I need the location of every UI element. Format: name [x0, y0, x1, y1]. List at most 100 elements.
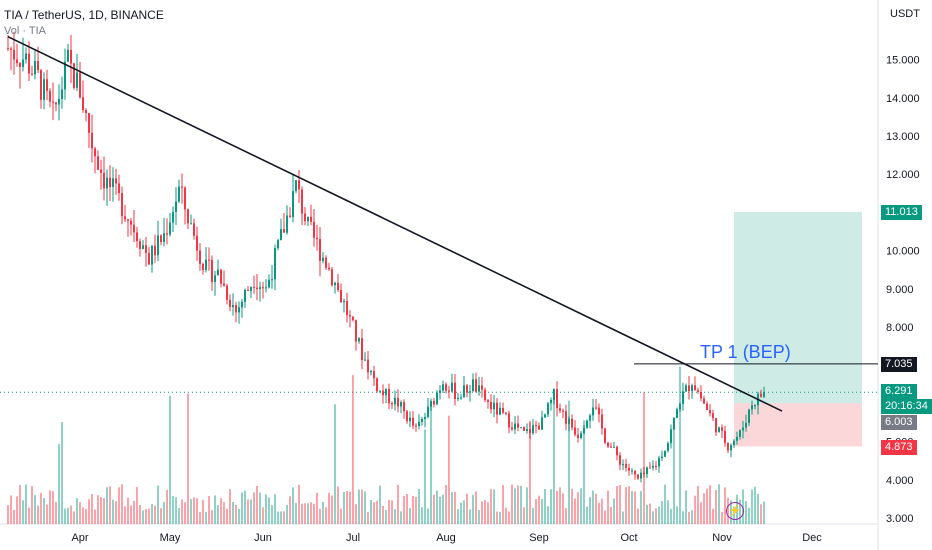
price-tick-label: 15.000 — [886, 55, 920, 67]
candle-body — [337, 282, 339, 291]
currency-label[interactable]: USDT — [890, 8, 920, 20]
volume-bar — [292, 487, 294, 524]
candle-body — [427, 406, 429, 417]
volume-bar — [334, 404, 336, 524]
volume-bar — [211, 510, 213, 524]
volume-bar — [571, 488, 573, 524]
volume-bar — [217, 505, 219, 524]
volume-bar — [499, 511, 501, 524]
profit-zone[interactable] — [734, 211, 862, 404]
volume-bar — [556, 490, 558, 524]
volume-bar — [181, 499, 183, 524]
volume-bar — [94, 509, 96, 524]
candle-body — [628, 467, 630, 471]
candle-body — [151, 245, 153, 265]
volume-bar — [229, 489, 231, 524]
candle-body — [97, 156, 99, 170]
candle-body — [580, 433, 582, 438]
candle-body — [493, 402, 495, 410]
candle-body — [538, 425, 540, 430]
candle-body — [175, 201, 177, 213]
volume-bar — [718, 484, 720, 524]
candle-body — [385, 389, 387, 396]
tp-annotation[interactable]: TP 1 (BEP) — [700, 342, 791, 362]
candle-body — [361, 338, 363, 361]
time-tick-label: Aug — [436, 532, 456, 544]
candle-body — [139, 241, 141, 249]
volume-bar — [412, 496, 414, 524]
volume-bar — [283, 511, 285, 524]
volume-bar — [310, 502, 312, 524]
loss-zone[interactable] — [734, 403, 862, 447]
candle-body — [169, 222, 171, 235]
volume-bar — [268, 497, 270, 524]
volume-bar — [70, 505, 72, 524]
candle-body — [28, 53, 30, 74]
candles — [7, 31, 765, 483]
candle-body — [199, 250, 201, 264]
candle-body — [595, 407, 597, 409]
candle-body — [439, 390, 441, 393]
volume-bar — [667, 500, 669, 524]
volume-bar — [523, 507, 525, 524]
candle-body — [265, 287, 267, 289]
candle-body — [157, 235, 159, 256]
volume-bar — [535, 498, 537, 524]
candle-body — [82, 97, 84, 111]
candle-body — [286, 215, 288, 233]
volume-bar — [466, 493, 468, 524]
time-tick-label: Oct — [620, 532, 637, 544]
candle-body — [46, 79, 48, 91]
candle-body — [229, 299, 231, 307]
candle-body — [307, 216, 309, 222]
volume-bar — [538, 495, 540, 524]
lightning-icon[interactable]: ⚡ — [726, 502, 744, 520]
candle-body — [190, 223, 192, 225]
volume-bar — [664, 484, 666, 524]
candle-body — [382, 390, 384, 396]
volume-bar — [82, 507, 84, 524]
volume-bar — [25, 484, 27, 524]
candle-body — [40, 70, 42, 100]
candle-body — [688, 385, 690, 392]
volume-bar — [367, 511, 369, 524]
volume-bar — [703, 493, 705, 524]
candle-body — [274, 248, 276, 280]
volume-bar — [649, 503, 651, 524]
volume-bar — [112, 499, 114, 524]
volume-bar — [244, 490, 246, 524]
volume-bar — [601, 498, 603, 524]
candle-body — [634, 470, 636, 475]
trendline[interactable] — [7, 35, 783, 412]
candle-body — [664, 450, 666, 457]
volume-bar — [40, 492, 42, 524]
volume-bar — [220, 498, 222, 524]
volume-bar — [301, 503, 303, 524]
volume-bar — [607, 490, 609, 524]
volume-bar — [286, 504, 288, 524]
candle-body — [10, 48, 12, 50]
volume-bar — [124, 506, 126, 524]
volume-bar — [526, 487, 528, 524]
volume-bar — [655, 508, 657, 524]
candle-body — [652, 465, 654, 468]
volume-bar — [409, 508, 411, 524]
candle-body — [163, 233, 165, 242]
volume-bar — [256, 485, 258, 524]
candle-body — [463, 385, 465, 398]
price-tag: 7.035 — [881, 356, 917, 372]
candle-body — [418, 421, 420, 427]
candle-body — [583, 427, 585, 434]
candle-body — [262, 287, 264, 289]
volume-bar — [223, 502, 225, 524]
candle-body — [241, 301, 243, 308]
candle-body — [58, 98, 60, 105]
price-tick-label: 14.000 — [886, 93, 920, 105]
candle-body — [574, 427, 576, 435]
volume-bar — [376, 500, 378, 524]
volume-bar — [331, 495, 333, 524]
candle-body — [697, 390, 699, 392]
volume-bar — [502, 485, 504, 524]
candle-body — [391, 403, 393, 405]
